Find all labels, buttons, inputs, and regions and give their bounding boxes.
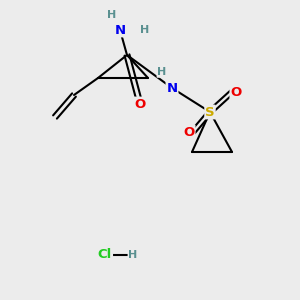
Text: N: N xyxy=(114,23,126,37)
Text: Cl: Cl xyxy=(98,248,112,262)
Text: O: O xyxy=(230,85,242,98)
Text: H: H xyxy=(140,25,150,35)
Text: H: H xyxy=(158,67,166,77)
Text: O: O xyxy=(183,125,195,139)
Text: N: N xyxy=(167,82,178,94)
Text: S: S xyxy=(205,106,215,118)
Text: O: O xyxy=(134,98,146,110)
Text: H: H xyxy=(107,10,117,20)
Text: H: H xyxy=(128,250,138,260)
